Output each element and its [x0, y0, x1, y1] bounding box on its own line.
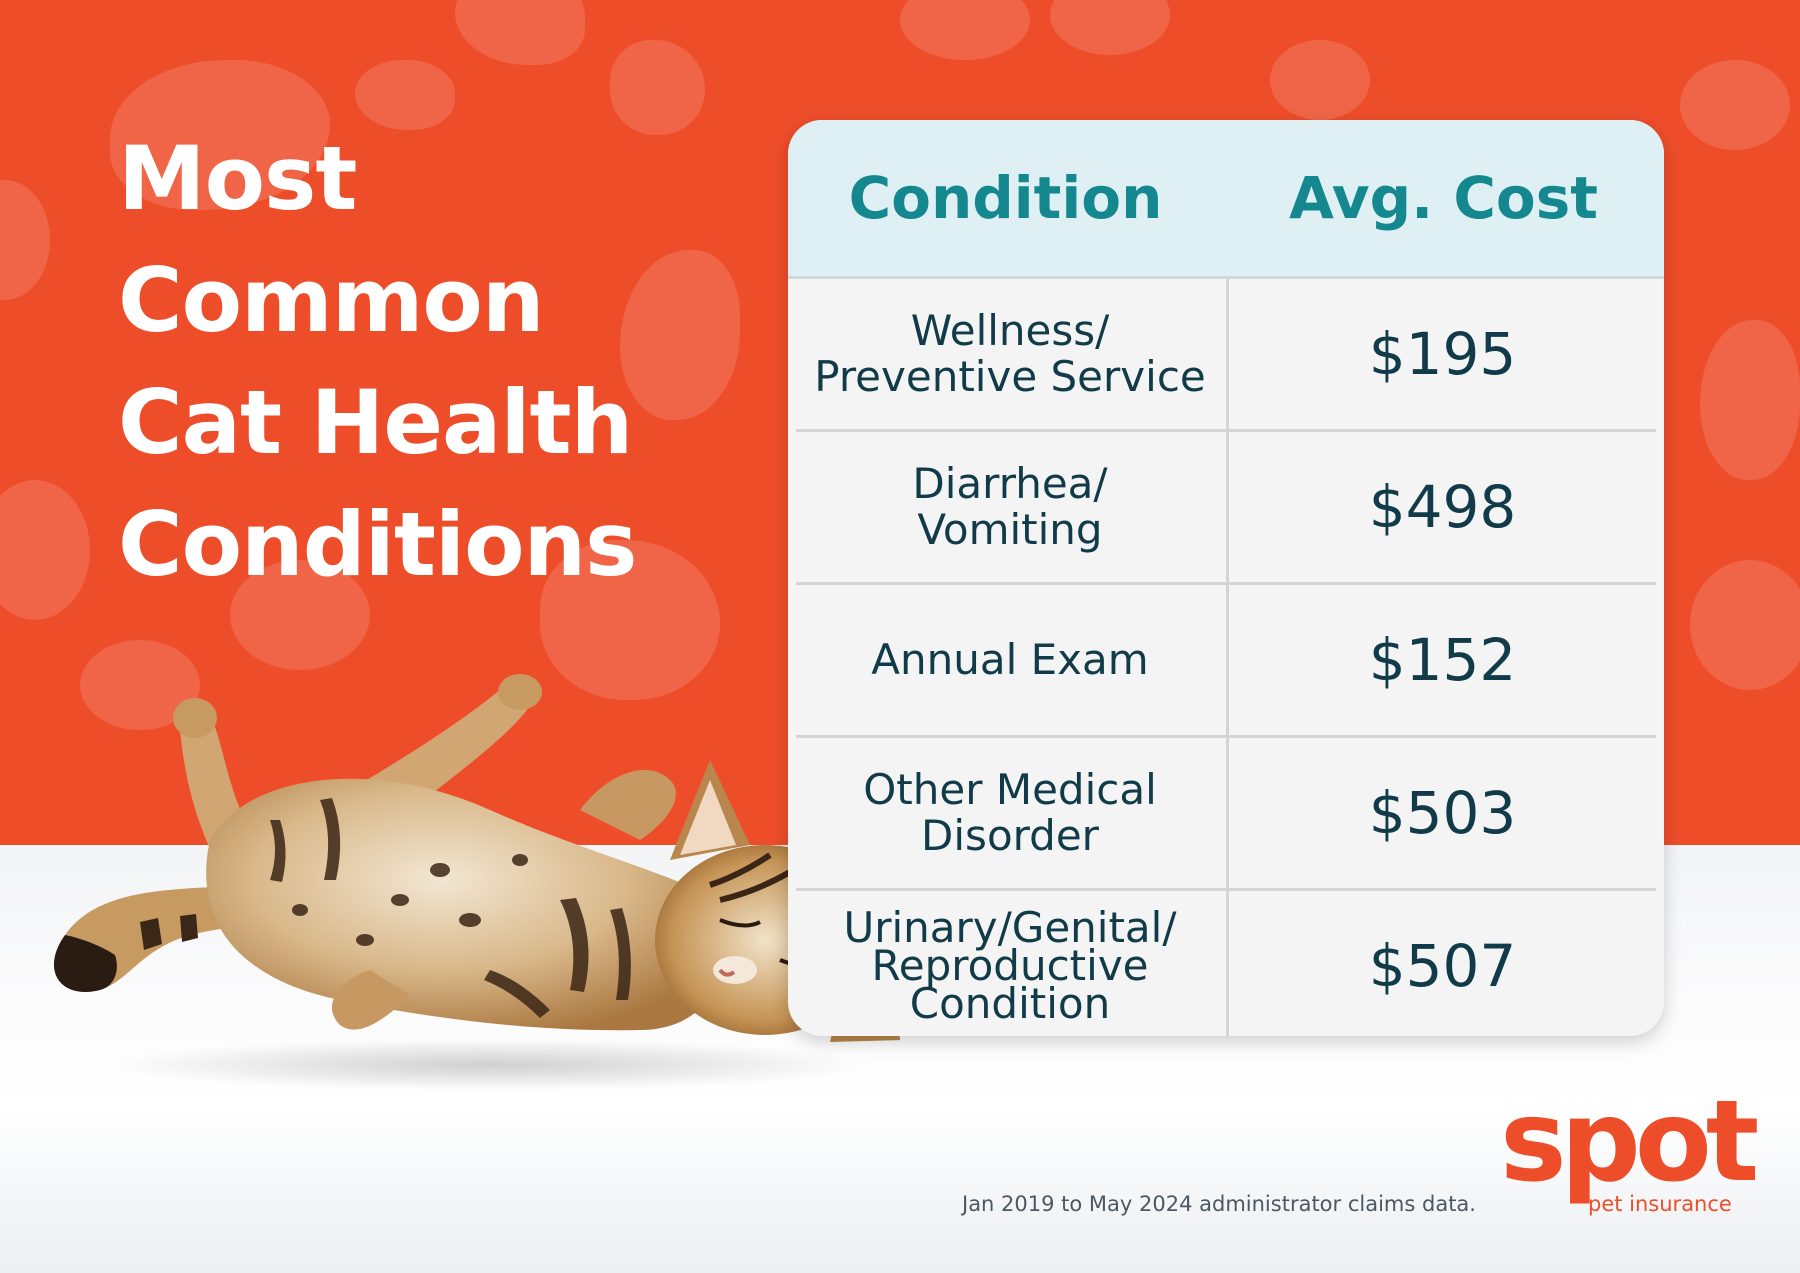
condition-line: Urinary/Genital/: [843, 903, 1177, 952]
condition-cell: Wellness/ Preventive Service: [796, 279, 1224, 429]
paw-blob-decoration: [1690, 560, 1800, 690]
table-row: Annual Exam $152: [796, 585, 1656, 735]
column-header-condition: Condition: [848, 164, 1163, 232]
cat-front-paw: [580, 770, 676, 840]
cat-front-paw: [331, 970, 410, 1030]
row-divider: [796, 429, 1656, 432]
title-line: Common: [118, 249, 545, 352]
title-line: Conditions: [118, 493, 638, 596]
condition-line: Wellness/: [910, 306, 1110, 355]
cat-shadow: [110, 1039, 870, 1090]
condition-cell: Urinary/Genital/ Reproductive Condition: [796, 891, 1224, 1036]
cost-cell: $503: [1368, 779, 1517, 847]
paw-blob-decoration: [610, 40, 705, 135]
table-row: Urinary/Genital/ Reproductive Condition …: [796, 891, 1656, 1036]
table-row: Diarrhea/ Vomiting $498: [796, 432, 1656, 582]
table-row: Other Medical Disorder $503: [796, 738, 1656, 888]
paw-blob-decoration: [355, 60, 455, 130]
condition-line: Condition: [909, 979, 1111, 1028]
paw-blob-decoration: [0, 480, 90, 620]
row-divider: [796, 735, 1656, 738]
logo-wordmark: spot: [1500, 1077, 1759, 1207]
data-source-footnote: Jan 2019 to May 2024 administrator claim…: [962, 1192, 1476, 1216]
paw-blob-decoration: [1680, 60, 1790, 150]
condition-line: Vomiting: [917, 505, 1103, 554]
page-title: Most Common Cat Health Conditions: [118, 118, 718, 606]
condition-line: Other Medical: [863, 765, 1157, 814]
condition-cell: Diarrhea/ Vomiting: [796, 432, 1224, 582]
row-divider: [796, 888, 1656, 891]
title-line: Most: [118, 127, 357, 230]
table-header: Condition Avg. Cost: [788, 120, 1664, 279]
condition-cell: Other Medical Disorder: [796, 738, 1224, 888]
cat-back-leg: [350, 683, 534, 810]
condition-line: Reproductive: [871, 941, 1149, 990]
table-row: Wellness/ Preventive Service $195: [796, 279, 1656, 429]
cost-cell: $498: [1368, 473, 1517, 541]
paw-blob-decoration: [455, 0, 585, 65]
spot-logo: spot pet insurance: [1500, 1082, 1759, 1230]
condition-line: Preventive Service: [814, 352, 1206, 401]
paw-blob-decoration: [1700, 320, 1800, 480]
title-line: Cat Health: [118, 371, 633, 474]
paw-blob-decoration: [0, 180, 50, 300]
paw-blob-decoration: [540, 540, 720, 700]
paw-blob-decoration: [620, 250, 740, 420]
cost-cell: $507: [1368, 932, 1517, 1000]
paw-blob-decoration: [900, 0, 1030, 60]
condition-line: Annual Exam: [871, 635, 1149, 684]
cost-cell: $195: [1368, 320, 1517, 388]
condition-line: Disorder: [921, 811, 1099, 860]
cost-table: Condition Avg. Cost Wellness/ Preventive…: [788, 120, 1664, 1036]
row-divider: [796, 582, 1656, 585]
column-divider: [1226, 279, 1229, 1036]
paw-blob-decoration: [1050, 0, 1170, 55]
condition-line: Diarrhea/: [912, 459, 1108, 508]
condition-cell: Annual Exam: [796, 585, 1224, 735]
logo-tagline: pet insurance: [1588, 1192, 1732, 1216]
cost-cell: $152: [1368, 626, 1517, 694]
column-header-cost: Avg. Cost: [1288, 164, 1599, 232]
paw-blob-decoration: [1270, 40, 1370, 120]
cat-illustration: [53, 674, 900, 1090]
paw-blob-decoration: [230, 560, 370, 670]
